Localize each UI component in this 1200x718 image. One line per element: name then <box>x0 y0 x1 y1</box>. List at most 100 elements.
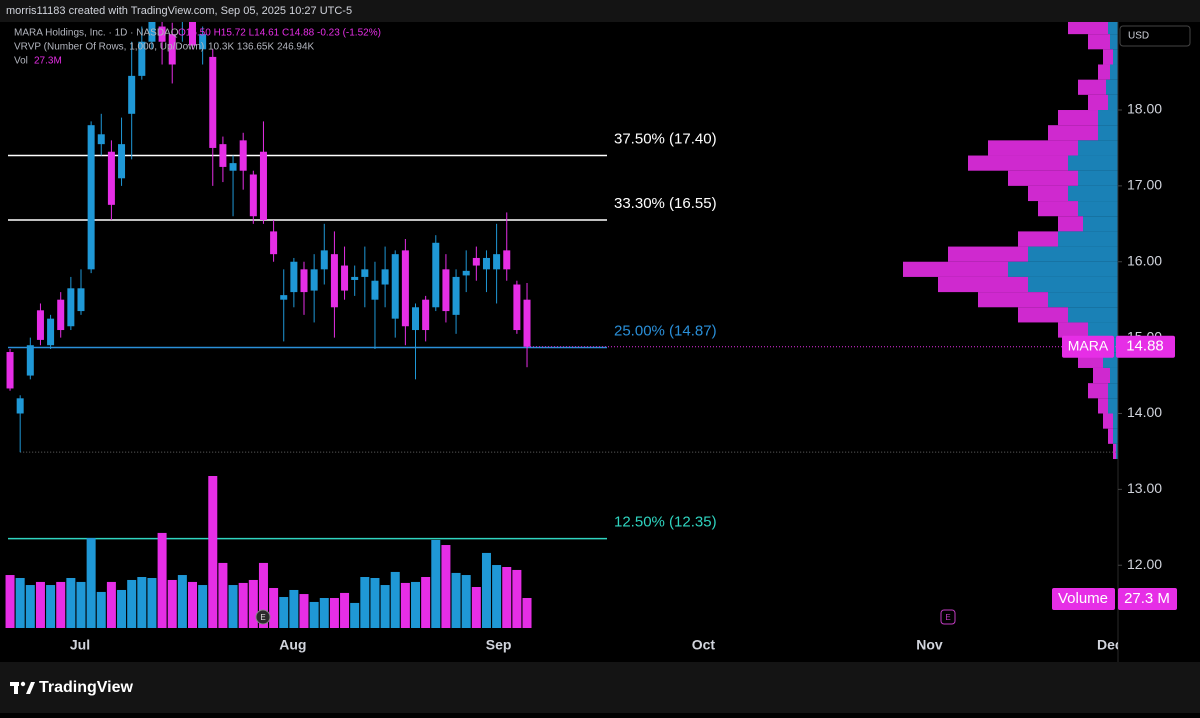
y-tick-label: 18.00 <box>1127 101 1162 117</box>
volume-bar <box>198 585 208 628</box>
x-tick-label: Oct <box>692 637 716 653</box>
volume-bar <box>481 552 491 628</box>
candle-body <box>381 269 389 285</box>
profile-up <box>1028 276 1118 293</box>
volume-bar <box>299 594 309 628</box>
profile-down <box>1108 428 1113 444</box>
candle-body <box>452 276 460 315</box>
volume-bar <box>147 577 157 628</box>
volume-bar <box>56 581 66 628</box>
volume-bar <box>66 577 76 628</box>
price-tag <box>1116 335 1175 358</box>
candle-body <box>16 398 24 414</box>
profile-down <box>1038 201 1078 217</box>
y-tick-label: 17.00 <box>1127 177 1162 193</box>
volume-bar <box>502 567 512 628</box>
x-tick-label: Nov <box>916 637 943 653</box>
vrvp-name: VRVP (Number Of Rows, 1,000, Up/Down) <box>14 42 204 53</box>
symbol-tag <box>1062 335 1114 358</box>
profile-up <box>1008 261 1118 277</box>
profile-down <box>978 292 1048 308</box>
profile-down <box>903 261 1008 277</box>
candle-body <box>462 270 470 276</box>
profile-up <box>1110 367 1118 384</box>
candle-body <box>26 345 34 376</box>
profile-down <box>1058 110 1098 126</box>
volume-bar <box>238 582 248 628</box>
candle-body <box>422 299 430 331</box>
candle-body <box>341 265 349 291</box>
axes: 12.0013.0014.0015.0016.0017.0018.00JulAu… <box>70 101 1162 653</box>
volume-bar <box>157 532 167 628</box>
volume-bar <box>269 587 279 628</box>
profile-down <box>948 246 1028 262</box>
candle-body <box>47 318 55 346</box>
volume-bar <box>76 581 86 628</box>
price-tag-text: 14.88 <box>1126 338 1164 355</box>
volume-bar <box>451 572 461 628</box>
level-label: 12.50% (12.35) <box>614 514 717 531</box>
candle-body <box>503 250 511 270</box>
top-bar <box>0 0 1200 22</box>
volume-bar <box>289 589 299 628</box>
volume-bar <box>390 571 400 628</box>
profile-down <box>1008 170 1078 186</box>
volume-bar <box>492 565 502 628</box>
candle-body <box>493 254 501 270</box>
volume-bar <box>228 585 238 628</box>
candle-body <box>280 295 288 300</box>
volume-bar <box>411 581 421 628</box>
profile-down <box>1088 94 1108 111</box>
profile-up <box>1110 64 1118 80</box>
volume-bar <box>127 579 137 628</box>
profile-up <box>1113 428 1118 444</box>
volume-bar <box>370 577 380 628</box>
candle-body <box>391 254 399 319</box>
volume-bar <box>319 597 329 628</box>
profile-up <box>1078 170 1118 186</box>
volume-bar <box>187 581 197 628</box>
volume-bar <box>167 579 177 628</box>
candle-body <box>168 34 176 65</box>
volume-bar <box>329 597 339 628</box>
candle-body <box>330 254 338 308</box>
profile-down <box>1028 185 1068 202</box>
earnings-marker[interactable]: E <box>940 609 956 625</box>
candle-body <box>229 163 237 171</box>
currency: USD <box>1128 31 1149 42</box>
svg-text:E: E <box>945 613 950 622</box>
brand-logo <box>10 681 35 694</box>
volume-bar <box>35 581 45 628</box>
candle-body <box>412 307 420 331</box>
volume-bar <box>218 562 228 628</box>
y-tick-label: 14.00 <box>1127 404 1162 420</box>
candle-body <box>107 151 115 205</box>
candle-body <box>57 299 65 331</box>
symbol-tag-text: MARA <box>1068 337 1109 353</box>
candle-body <box>513 284 521 331</box>
symbol-line: MARA Holdings, Inc. · 1D · NASDAQ <box>14 28 179 39</box>
profile-up <box>1088 322 1118 338</box>
profile-down <box>1018 307 1068 323</box>
candle-body <box>188 22 196 46</box>
candle-body <box>128 75 136 114</box>
volume-bar <box>137 577 147 628</box>
profile-down <box>1103 413 1113 429</box>
candle-body <box>138 41 146 76</box>
volume-value-tag <box>1118 588 1177 610</box>
candle-body <box>36 310 44 340</box>
candle-body <box>239 140 247 171</box>
profile-up <box>1068 185 1118 202</box>
volume-value-text: 27.3 M <box>1124 590 1170 607</box>
volume-bar <box>309 601 319 628</box>
vol-name: Vol <box>14 56 28 67</box>
candle-body <box>300 269 308 293</box>
profile-up <box>1110 34 1118 50</box>
profile-down <box>988 140 1078 156</box>
earnings-marker[interactable]: E <box>255 609 271 625</box>
volume-bar <box>360 577 370 628</box>
candle-body <box>472 257 480 266</box>
profile-down <box>938 276 1028 293</box>
currency-box[interactable]: USD <box>1119 25 1191 47</box>
vrvp-values: 10.3K 136.65K 246.94K <box>208 42 315 53</box>
